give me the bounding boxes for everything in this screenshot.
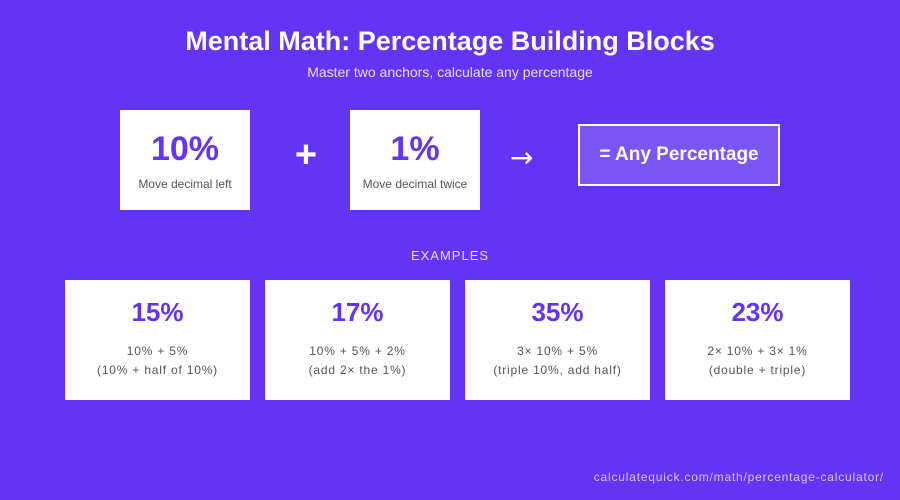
source-url: calculatequick.com/math/percentage-calcu… — [593, 470, 884, 484]
anchor-card-10-percent: 10% Move decimal left — [120, 110, 250, 210]
example-card: 23% 2× 10% + 3× 1% (double + triple) — [665, 280, 850, 400]
example-formula: 2× 10% + 3× 1% — [707, 344, 808, 358]
example-value: 15% — [131, 297, 184, 327]
anchor-caption: Move decimal twice — [362, 177, 468, 191]
arrow-right-icon: → — [510, 141, 534, 174]
example-formula: 10% + 5% + 2% — [309, 344, 406, 358]
example-note: (add 2× the 1%) — [308, 363, 407, 377]
example-card: 15% 10% + 5% (10% + half of 10%) — [65, 280, 250, 400]
example-value: 23% — [731, 297, 784, 327]
example-card: 35% 3× 10% + 5% (triple 10%, add half) — [465, 280, 650, 400]
plus-icon: + — [294, 134, 318, 176]
example-formula: 3× 10% + 5% — [517, 344, 598, 358]
example-value: 17% — [331, 297, 384, 327]
example-note: (10% + half of 10%) — [97, 363, 218, 377]
example-formula: 10% + 5% — [126, 344, 189, 358]
page-subtitle: Master two anchors, calculate any percen… — [307, 64, 593, 80]
anchor-card-1-percent: 1% Move decimal twice — [350, 110, 480, 210]
example-card: 17% 10% + 5% + 2% (add 2× the 1%) — [265, 280, 450, 400]
example-note: (triple 10%, add half) — [493, 363, 622, 377]
page-title: Mental Math: Percentage Building Blocks — [185, 26, 715, 56]
anchor-caption: Move decimal left — [138, 177, 232, 191]
anchor-value: 10% — [150, 130, 220, 168]
anchor-value: 1% — [390, 130, 440, 168]
example-value: 35% — [531, 297, 584, 327]
examples-heading: EXAMPLES — [410, 248, 490, 263]
example-note: (double + triple) — [708, 363, 807, 377]
result-box: = Any Percentage — [578, 124, 780, 186]
